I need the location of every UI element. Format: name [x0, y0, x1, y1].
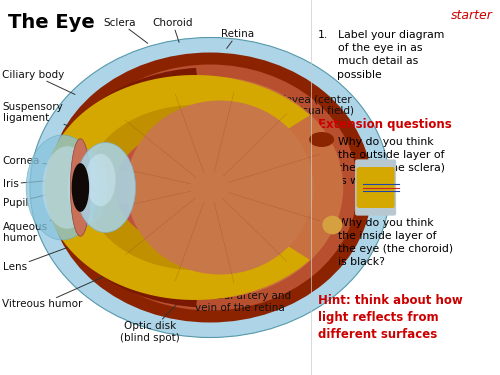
Ellipse shape — [126, 100, 314, 274]
Text: Why do you think
the outside layer of
the eye (the sclera)
is white?: Why do you think the outside layer of th… — [338, 137, 444, 186]
Text: Lens: Lens — [2, 245, 75, 272]
Ellipse shape — [70, 139, 90, 236]
Text: Choroid: Choroid — [152, 18, 193, 42]
Ellipse shape — [48, 53, 372, 322]
Text: Central artery and
vein of the retina: Central artery and vein of the retina — [195, 269, 291, 313]
Text: Retina: Retina — [221, 29, 254, 48]
Polygon shape — [85, 105, 266, 270]
Wedge shape — [69, 79, 210, 188]
Text: Iris: Iris — [2, 179, 54, 189]
Text: Aqueous
humor: Aqueous humor — [2, 215, 62, 243]
Text: starter: starter — [450, 9, 492, 22]
Wedge shape — [69, 188, 210, 296]
Text: The Eye: The Eye — [8, 13, 94, 32]
Polygon shape — [45, 75, 310, 300]
Ellipse shape — [42, 146, 92, 229]
Ellipse shape — [309, 132, 334, 147]
Ellipse shape — [77, 76, 343, 298]
Text: Why do you think
the inside layer of
the eye (the choroid)
is black?: Why do you think the inside layer of the… — [338, 217, 452, 267]
Text: Suspensory
ligament: Suspensory ligament — [2, 102, 70, 126]
FancyBboxPatch shape — [356, 168, 395, 207]
Ellipse shape — [322, 216, 342, 234]
Wedge shape — [56, 188, 210, 307]
Text: Pupil: Pupil — [2, 192, 58, 207]
Ellipse shape — [86, 154, 116, 206]
Text: Optic disk
(blind spot): Optic disk (blind spot) — [120, 292, 188, 343]
Ellipse shape — [76, 142, 136, 232]
Text: 1.: 1. — [318, 30, 328, 40]
Polygon shape — [358, 167, 394, 208]
Text: Fovea (center
of visual field): Fovea (center of visual field) — [268, 94, 354, 116]
Text: 2.: 2. — [318, 217, 328, 228]
Ellipse shape — [30, 38, 390, 338]
Ellipse shape — [68, 150, 108, 225]
Text: Optic
nerve: Optic nerve — [275, 162, 310, 183]
Text: Label your diagram
of the eye in as
much detail as
possible: Label your diagram of the eye in as much… — [338, 30, 444, 80]
Wedge shape — [56, 68, 210, 188]
Ellipse shape — [62, 64, 358, 310]
Text: Cornea: Cornea — [2, 156, 54, 166]
Text: Sclera: Sclera — [104, 18, 148, 44]
Ellipse shape — [26, 135, 99, 240]
Text: 1.: 1. — [318, 137, 328, 147]
Text: Extension questions: Extension questions — [318, 118, 451, 131]
Ellipse shape — [72, 163, 89, 212]
Text: Vitreous humor: Vitreous humor — [2, 275, 108, 309]
Text: Ciliary body: Ciliary body — [2, 70, 75, 94]
FancyBboxPatch shape — [355, 159, 396, 216]
Text: Hint: think about how
light reflects from
different surfaces: Hint: think about how light reflects fro… — [318, 294, 462, 341]
